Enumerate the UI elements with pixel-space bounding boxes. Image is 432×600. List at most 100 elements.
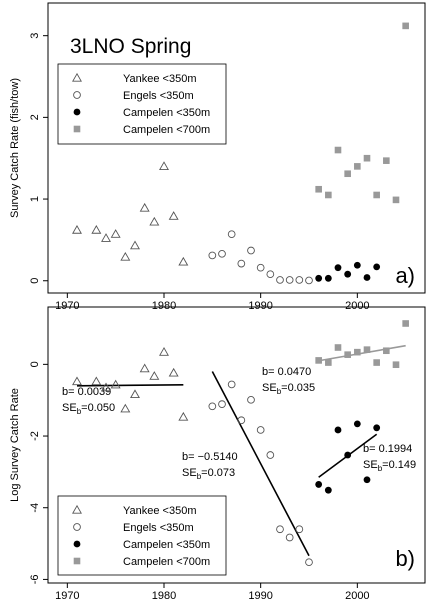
data-point xyxy=(305,276,313,285)
x-tick-label: 1990 xyxy=(248,300,272,312)
data-point xyxy=(218,249,226,258)
series-yankee-350m xyxy=(72,347,189,421)
data-point xyxy=(334,264,342,272)
legend-label: Engels <350m xyxy=(123,522,194,534)
data-point xyxy=(373,359,380,366)
data-point xyxy=(285,533,294,542)
data-point xyxy=(295,276,304,284)
data-point xyxy=(383,347,390,355)
regression-line xyxy=(76,383,184,387)
data-point xyxy=(373,191,380,199)
series-campelen-350m xyxy=(315,420,381,494)
panel-label: a) xyxy=(395,263,415,288)
data-point xyxy=(130,389,140,399)
data-point xyxy=(218,400,226,408)
data-point xyxy=(363,274,371,281)
se-label: SEb=0.073 xyxy=(182,467,235,481)
data-point xyxy=(91,376,102,386)
y-tick-label: 3 xyxy=(29,33,41,39)
y-axis-label: Log Survey Catch Rate xyxy=(9,388,21,502)
slope-label: b= 0.0039 xyxy=(62,386,111,398)
data-point xyxy=(101,233,111,242)
panel-a: 1970 1980 1990 2000 0 1 2 3 Survey Catch Rate (f… xyxy=(9,2,426,312)
se-label: SEb=0.149 xyxy=(363,459,416,473)
x-tick-label: 1970 xyxy=(55,590,79,600)
data-point xyxy=(91,224,102,234)
data-point xyxy=(373,424,381,432)
y-tick-label: 0 xyxy=(29,361,41,367)
regression-line xyxy=(318,344,406,362)
data-point xyxy=(363,476,371,484)
data-point xyxy=(247,395,255,404)
data-point xyxy=(363,346,371,353)
data-point xyxy=(72,376,82,386)
data-point xyxy=(354,163,361,170)
legend-box xyxy=(57,63,227,145)
legend-marker xyxy=(72,504,82,514)
data-point xyxy=(247,246,255,255)
data-point xyxy=(208,402,217,411)
data-point xyxy=(72,224,82,234)
legend-label: Campelen <350m xyxy=(123,107,210,119)
data-point xyxy=(168,211,179,220)
legend-label: Campelen <700m xyxy=(123,124,210,136)
data-point xyxy=(266,270,275,279)
data-point xyxy=(168,367,179,377)
data-point xyxy=(276,276,284,284)
y-tick-label: -6 xyxy=(29,575,41,585)
x-tick-label: 1980 xyxy=(152,300,176,312)
legend-label: Campelen <350m xyxy=(123,539,210,551)
series-yankee-350m xyxy=(72,161,189,266)
data-point xyxy=(344,351,351,358)
data-point xyxy=(149,216,160,226)
data-point xyxy=(237,259,246,268)
legend-label: Campelen <700m xyxy=(123,556,210,568)
legend-label: Yankee <350m xyxy=(123,73,197,85)
data-point xyxy=(208,251,217,260)
data-point xyxy=(353,261,361,269)
se-label: SEb=0.050 xyxy=(62,402,115,416)
data-point xyxy=(363,154,371,162)
regression-line xyxy=(211,371,310,557)
series-engels-350m xyxy=(208,380,313,567)
data-point xyxy=(130,240,140,250)
data-point xyxy=(334,344,342,351)
series-campelen-700m xyxy=(315,22,409,204)
plot-frame xyxy=(47,2,426,294)
x-tick-label: 1980 xyxy=(152,590,176,600)
y-tick-label: 0 xyxy=(29,278,41,284)
panel-b: 1970 1980 1990 2000 -6 -4 -2 0 Log Survey Catch … xyxy=(9,306,426,600)
data-point xyxy=(285,276,294,284)
data-point xyxy=(392,196,400,204)
legend-marker xyxy=(73,540,81,548)
x-tick-label: 2000 xyxy=(345,300,369,312)
data-point xyxy=(120,251,131,261)
data-point xyxy=(110,229,121,238)
x-tick-label: 1990 xyxy=(248,590,272,600)
legend-label: Engels <350m xyxy=(123,90,194,102)
data-point xyxy=(315,274,323,282)
legend: Yankee <350m Engels <350m Campelen <350m Ca… xyxy=(57,63,227,145)
legend-label: Yankee <350m xyxy=(123,505,197,517)
legend-marker xyxy=(73,523,81,531)
data-point xyxy=(110,379,121,389)
legend-marker xyxy=(73,108,81,116)
y-tick-label: 2 xyxy=(29,114,41,120)
data-point xyxy=(324,486,332,494)
data-point xyxy=(344,270,352,278)
data-point xyxy=(334,146,342,154)
data-point xyxy=(402,22,409,30)
data-point xyxy=(120,403,131,413)
data-point xyxy=(295,525,304,534)
data-point xyxy=(324,274,332,282)
data-point xyxy=(178,256,189,266)
series-engels-350m xyxy=(208,230,313,285)
data-point xyxy=(266,451,275,459)
y-tick-label: -4 xyxy=(29,503,41,513)
data-point xyxy=(402,320,409,327)
data-point xyxy=(101,382,111,392)
y-tick-label: -2 xyxy=(29,431,41,441)
y-tick-label: 1 xyxy=(29,196,41,202)
data-point xyxy=(315,357,322,364)
